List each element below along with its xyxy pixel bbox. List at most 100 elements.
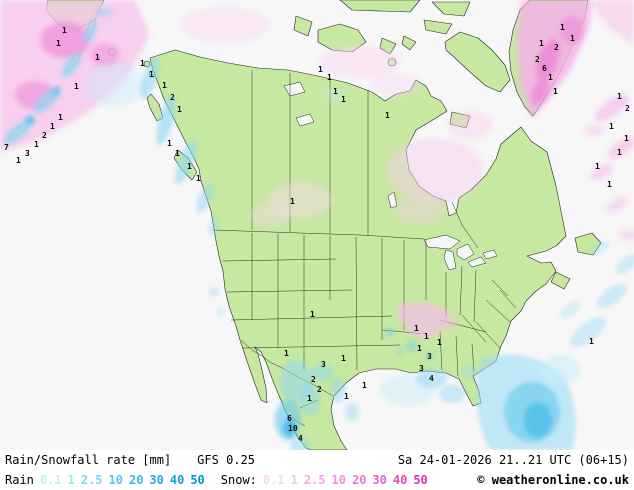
legend-value: 50 — [190, 473, 205, 487]
precip-value-label: 1 — [167, 139, 172, 148]
snow-patch — [560, 16, 584, 44]
rain-patch — [156, 94, 176, 146]
rain-patch — [416, 368, 448, 388]
snow-patch — [396, 302, 448, 340]
precip-value-label: 1 — [553, 87, 558, 96]
lake-huron — [456, 243, 475, 261]
precip-value-label: 1 — [414, 324, 419, 333]
precip-value-label: 1 — [341, 354, 346, 363]
precip-value-label: 1 — [310, 310, 315, 319]
rain-patch — [283, 419, 295, 437]
banks-island — [293, 15, 313, 37]
lake-michigan — [443, 249, 457, 271]
snow-patch — [180, 7, 270, 43]
state-border — [222, 258, 337, 262]
rain-patch — [174, 139, 198, 185]
precip-value-label: 1 — [56, 39, 61, 48]
snow-patch — [608, 137, 634, 159]
precip-value-label: 3 — [321, 360, 326, 369]
snow-patch — [395, 196, 445, 224]
precip-value-label: 1 — [149, 70, 154, 79]
precip-value-label: 4 — [429, 374, 434, 383]
precip-value-label: 1 — [617, 92, 622, 101]
precip-value-label: 1 — [307, 394, 312, 403]
rain-patch — [590, 241, 610, 255]
legend-value: 20 — [128, 473, 144, 487]
map-footer: Rain/Snowfall rate [mm] GFS 0.25 Sa 24-01… — [0, 450, 634, 490]
rain-patch — [216, 308, 224, 316]
footer-legend-row: Rain 0.1 1 2.5 10 20 30 40 50 Snow: 0.1 1 2.5 10 20… — [5, 470, 629, 490]
rain-patch — [385, 327, 395, 337]
great-slave-lake — [295, 113, 315, 127]
precip-value-label: 1 — [162, 81, 167, 90]
rain-patch — [345, 402, 359, 422]
precip-value-label: 1 — [595, 162, 600, 171]
rain-patch — [615, 254, 634, 274]
state-border — [230, 315, 393, 321]
rain-patch — [140, 56, 160, 100]
snow-patch — [594, 94, 630, 122]
precip-value-label: 4 — [298, 434, 303, 443]
state-border — [475, 321, 501, 349]
rain-patch — [3, 119, 33, 145]
legend-value: 0.1 — [262, 473, 285, 487]
snow-legend-label: Snow: — [220, 473, 257, 487]
precip-value-label: 1 — [344, 392, 349, 401]
precip-value-label: 1 — [140, 59, 145, 68]
parry-islands — [339, 0, 421, 13]
map-title-group: Rain/Snowfall rate [mm] GFS 0.25 — [5, 450, 255, 470]
precip-value-label: 1 — [196, 174, 201, 183]
precip-value-label: 1 — [341, 95, 346, 104]
snow-patch — [606, 196, 628, 214]
legend-value: 20 — [351, 473, 367, 487]
rain-patch — [95, 7, 113, 17]
snow-patch — [592, 0, 634, 45]
legend-value: 10 — [108, 473, 123, 487]
legend-value: 1 — [67, 473, 75, 487]
precip-value-label: 10 — [288, 424, 298, 433]
rain-patch — [82, 19, 98, 45]
ellesmere-island — [431, 1, 471, 17]
precip-value-label: 1 — [607, 180, 612, 189]
precip-value-label: 1 — [284, 349, 289, 358]
rain-patch — [406, 340, 418, 352]
snow-precipitation — [0, 0, 634, 340]
rain-patch — [569, 316, 607, 348]
precip-value-label: 1 — [34, 140, 39, 149]
precip-value-label: 6 — [287, 414, 292, 423]
map-datetime: Sa 24-01-2026 21..21 UTC (06+15) — [397, 453, 629, 467]
precip-value-label: 1 — [175, 149, 180, 158]
snow-patch — [387, 138, 483, 202]
lake-ontario — [482, 249, 498, 260]
legend-value: 2.5 — [80, 473, 103, 487]
precip-value-label: 1 — [417, 344, 422, 353]
state-border — [242, 344, 401, 349]
precip-value-label: 1 — [570, 34, 575, 43]
legend-value: 0.1 — [39, 473, 62, 487]
state-border — [473, 269, 477, 323]
precip-value-label: 3 — [25, 149, 30, 158]
legend-value: 10 — [331, 473, 346, 487]
precip-value-label: 1 — [539, 39, 544, 48]
rain-patch — [208, 216, 220, 236]
lake-erie — [467, 256, 487, 268]
legend-value: 40 — [169, 473, 185, 487]
precip-value-label: 2 — [311, 375, 316, 384]
state-border — [499, 289, 517, 309]
precip-value-label: 1 — [62, 26, 67, 35]
precip-value-label: 2 — [535, 55, 540, 64]
snow-patch — [448, 111, 492, 139]
snow-patch — [0, 0, 150, 152]
copyright-link[interactable]: © weatheronline.co.uk — [477, 473, 629, 487]
precip-value-label: 2 — [625, 104, 630, 113]
rain-patch — [425, 351, 435, 361]
rain-patch — [396, 348, 404, 356]
great-bear-lake — [283, 81, 306, 97]
precip-value-label: 1 — [187, 162, 192, 171]
legend-value: 1 — [290, 473, 298, 487]
precip-value-label: 1 — [617, 148, 622, 157]
somerset-island — [401, 35, 417, 51]
